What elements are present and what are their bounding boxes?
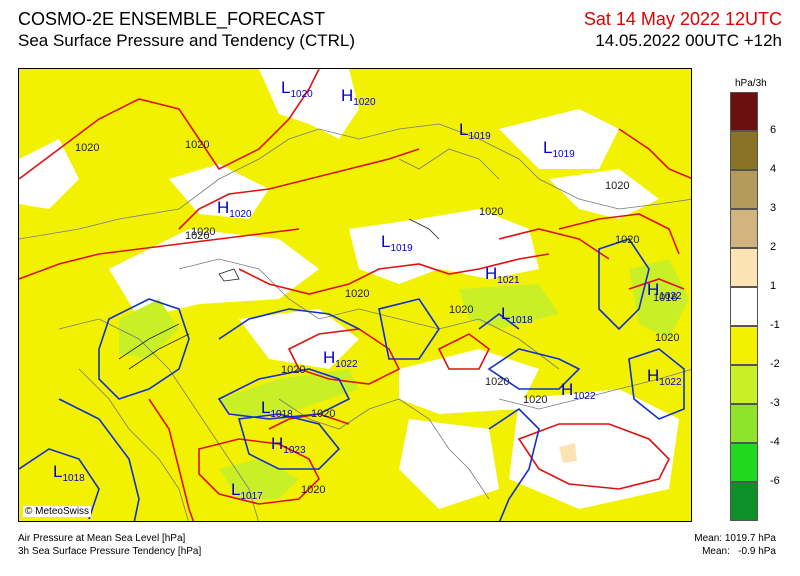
legend-tick-label: -3 <box>770 397 780 409</box>
pressure-center: L1018 <box>53 462 85 484</box>
isobar-label: 1020 <box>523 394 548 406</box>
isobar-label: 1020 <box>185 230 210 242</box>
legend-swatch <box>730 365 758 404</box>
pressure-center: L1019 <box>543 138 575 160</box>
isobars-red <box>19 69 691 521</box>
footer-line-1: Air Pressure at Mean Sea Level [hPa] <box>18 533 186 544</box>
legend-swatch <box>730 443 758 482</box>
mean-pressure: Mean: 1019.7 hPa <box>694 533 776 544</box>
isobar-label: 1020 <box>311 408 336 420</box>
isobar-label: 1020 <box>615 234 640 246</box>
legend-tick-label: 2 <box>770 241 777 253</box>
pressure-center: L1019 <box>459 120 491 142</box>
legend-unit: hPa/3h <box>735 78 767 89</box>
legend-tick-label: 6 <box>770 124 777 136</box>
legend-swatch <box>730 404 758 443</box>
copyright: © MeteoSwiss <box>23 506 92 517</box>
pressure-center: H1022 <box>647 366 682 388</box>
isobar-label: 1020 <box>75 142 100 154</box>
footer-line-2: 3h Sea Surface Pressure Tendency [hPa] <box>18 546 202 557</box>
forecast-map: 1020 1020 1020 1020 1020 1020 1020 1020 … <box>18 68 692 522</box>
legend-swatch <box>730 170 758 209</box>
pressure-center: L1017 <box>231 480 263 502</box>
legend-tick-label: -1 <box>770 319 780 331</box>
legend-swatch <box>730 326 758 365</box>
mean-tendency: Mean: -0.9 hPa <box>702 546 776 557</box>
legend-tick-label: 4 <box>770 163 777 175</box>
isobar-label: 1020 <box>191 226 216 238</box>
tendency-fill-white <box>19 69 679 509</box>
isobar-label: 1020 <box>485 376 510 388</box>
pressure-center: H1020 <box>217 198 252 220</box>
isobar-label: 1020 <box>449 304 474 316</box>
legend-tick-label: 1 <box>770 280 777 292</box>
legend-swatch <box>730 209 758 248</box>
isobar-label: 1020 <box>185 139 210 151</box>
tendency-fill-orange <box>559 443 577 463</box>
isobars-blue <box>19 238 685 521</box>
map-graphics <box>19 69 691 521</box>
legend-tick-label: -4 <box>770 436 780 448</box>
title-block: COSMO-2E ENSEMBLE_FORECAST Sea Surface P… <box>18 8 355 52</box>
isobar-label: 1018 <box>653 292 678 304</box>
pressure-center: L1018 <box>261 398 293 420</box>
legend-swatch <box>730 92 758 131</box>
terrain-lines <box>118 218 440 370</box>
pressure-center: H1021 <box>485 264 520 286</box>
isobar-label: 1020 <box>345 288 370 300</box>
pressure-center: L1019 <box>381 232 413 254</box>
legend-swatch <box>730 131 758 170</box>
isobar-label: 1020 <box>281 364 306 376</box>
pressure-center: H1023 <box>271 434 306 456</box>
legend-swatch <box>730 287 758 326</box>
pressure-center: H1020 <box>341 86 376 108</box>
run-time: 14.05.2022 00UTC +12h <box>595 31 782 50</box>
legend-swatch <box>730 248 758 287</box>
legend-swatch <box>730 482 758 521</box>
isobar-label: 1020 <box>301 484 326 496</box>
date-block: Sat 14 May 2022 12UTC 14.05.2022 00UTC +… <box>584 8 782 52</box>
legend-tick-label: -2 <box>770 358 780 370</box>
footer-means: Mean: 1019.7 hPa Mean: -0.9 hPa <box>694 532 776 558</box>
pressure-center: H1022 <box>561 380 596 402</box>
footer-descriptions: Air Pressure at Mean Sea Level [hPa] 3h … <box>18 532 201 558</box>
isobar-label: 1020 <box>655 332 680 344</box>
pressure-center: H1022 <box>323 348 358 370</box>
pressure-center: L1018 <box>501 304 533 326</box>
borders <box>19 123 691 521</box>
pressure-center: L1020 <box>281 78 313 100</box>
isobar-label: 1020 <box>479 206 504 218</box>
valid-time: Sat 14 May 2022 12UTC <box>583 9 782 29</box>
legend-tick-label: 3 <box>770 202 777 214</box>
legend-tick-label: -6 <box>770 475 780 487</box>
isobar-label: 1020 <box>605 180 630 192</box>
chart-subtitle: Sea Surface Pressure and Tendency (CTRL) <box>18 31 356 50</box>
chart-title: COSMO-2E ENSEMBLE_FORECAST <box>18 9 326 29</box>
pressure-center: H1022 <box>647 280 682 302</box>
